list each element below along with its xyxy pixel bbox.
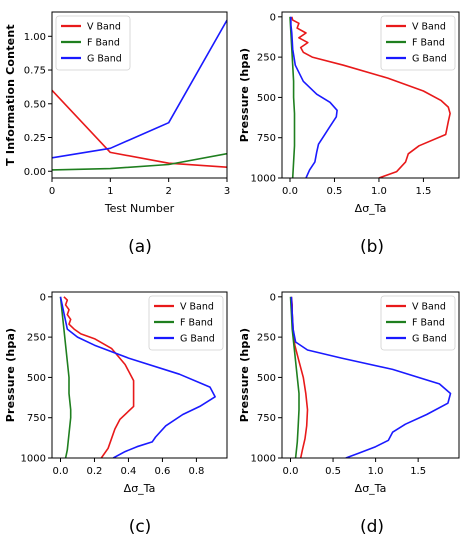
y-tick-label: 1000 xyxy=(251,454,276,465)
series-line-f-band xyxy=(289,16,296,178)
legend: V Band F Band G Band xyxy=(55,15,131,71)
y-tick-label: 0.50 xyxy=(24,99,46,110)
legend-box xyxy=(148,295,224,351)
y-tick-label: 1000 xyxy=(21,454,46,465)
y-tick-label: 0 xyxy=(270,292,276,303)
x-tick-label: 1.5 xyxy=(410,466,426,477)
y-tick-label: 0 xyxy=(270,12,276,23)
legend: V Band F Band G Band xyxy=(380,15,456,71)
legend-box xyxy=(380,295,456,351)
y-axis-label: Pressure (hpa) xyxy=(238,328,251,423)
x-tick-label: 1.5 xyxy=(415,186,431,197)
legend-label: G Band xyxy=(180,334,215,345)
chart-c: 0.0 0.2 0.4 0.6 0.8 0 250 500 750 1000 V Band F Ban… xyxy=(4,291,228,537)
legend-label: V Band xyxy=(412,22,446,33)
plot-frame xyxy=(51,11,228,179)
legend-box xyxy=(55,15,131,71)
y-tick-label: 0.75 xyxy=(24,66,46,77)
panel-caption: (a) xyxy=(128,237,152,257)
y-tick-label: 1000 xyxy=(251,174,276,185)
y-tick-label: 250 xyxy=(257,53,276,64)
x-axis-label: Δσ_Ta xyxy=(355,202,387,215)
x-tick-label: 3 xyxy=(224,186,230,197)
series-line-f-band xyxy=(289,296,300,458)
legend-label: G Band xyxy=(412,54,447,65)
x-tick-label: 1.0 xyxy=(371,186,387,197)
y-tick-label: 750 xyxy=(27,413,46,424)
y-axis-label: T Information Content xyxy=(4,24,17,166)
y-tick-label: 250 xyxy=(27,333,46,344)
panel-caption: (d) xyxy=(360,517,384,537)
x-tick-label: 0.2 xyxy=(87,466,103,477)
series-line-g-band xyxy=(59,296,216,458)
legend-label: F Band xyxy=(87,38,120,49)
plot-frame xyxy=(281,291,460,459)
x-axis-label: Δσ_Ta xyxy=(355,482,387,495)
legend-label: F Band xyxy=(180,318,213,329)
series-line-v-band xyxy=(52,89,227,168)
legend-label: F Band xyxy=(412,38,445,49)
legend-label: V Band xyxy=(412,302,446,313)
x-axis-label: Δσ_Ta xyxy=(124,482,156,495)
x-axis-label: Test Number xyxy=(104,202,175,215)
x-tick-label: 1.0 xyxy=(368,466,384,477)
y-axis-label: Pressure (hpa) xyxy=(4,328,17,423)
series-line-g-band xyxy=(290,16,338,178)
x-tick-label: 0.0 xyxy=(282,186,298,197)
x-tick-label: 0.4 xyxy=(121,466,137,477)
y-tick-label: 750 xyxy=(257,413,276,424)
x-tick-label: 0.5 xyxy=(325,466,341,477)
chart-a: 0 1 2 3 0.00 0.25 0.50 0.75 1.00 V Band F Band G Ba… xyxy=(4,11,230,257)
series-line-g-band xyxy=(52,19,227,159)
y-tick-label: 500 xyxy=(257,373,276,384)
x-tick-label: 0 xyxy=(49,186,55,197)
y-tick-label: 250 xyxy=(257,333,276,344)
series-line-f-band xyxy=(52,152,227,171)
panel-caption: (b) xyxy=(360,237,384,257)
y-tick-label: 750 xyxy=(257,133,276,144)
x-tick-label: 0.0 xyxy=(283,466,299,477)
legend-label: V Band xyxy=(180,302,214,313)
series-line-v-band xyxy=(290,296,309,458)
y-axis-label: Pressure (hpa) xyxy=(238,48,251,143)
series-line-f-band xyxy=(59,296,72,458)
panel-caption: (c) xyxy=(129,517,152,537)
plot-frame xyxy=(51,291,228,459)
y-tick-label: 0.25 xyxy=(24,133,46,144)
legend: V Band F Band G Band xyxy=(380,295,456,351)
x-tick-label: 1 xyxy=(107,186,113,197)
y-tick-label: 500 xyxy=(257,93,276,104)
series-line-v-band xyxy=(291,16,451,178)
series-line-v-band xyxy=(63,296,135,458)
chart-d: 0.0 0.5 1.0 1.5 0 250 500 750 1000 V Band F Band G … xyxy=(238,291,460,537)
y-tick-label: 500 xyxy=(27,373,46,384)
legend-label: G Band xyxy=(87,54,122,65)
legend-label: V Band xyxy=(87,22,121,33)
legend-label: F Band xyxy=(412,318,445,329)
legend-box xyxy=(380,15,456,71)
y-tick-label: 1.00 xyxy=(24,32,46,43)
x-tick-label: 0.6 xyxy=(154,466,170,477)
y-tick-label: 0.00 xyxy=(24,167,46,178)
x-tick-label: 0.0 xyxy=(53,466,69,477)
chart-b: 0.0 0.5 1.0 1.5 0 250 500 750 1000 V Band F Band G … xyxy=(238,11,460,257)
x-tick-label: 2 xyxy=(165,186,171,197)
y-tick-label: 0 xyxy=(40,292,46,303)
series-line-g-band xyxy=(290,296,452,458)
x-tick-label: 0.8 xyxy=(188,466,204,477)
legend-label: G Band xyxy=(412,334,447,345)
x-tick-label: 0.5 xyxy=(327,186,343,197)
legend: V Band F Band G Band xyxy=(148,295,224,351)
plot-frame xyxy=(281,11,460,179)
